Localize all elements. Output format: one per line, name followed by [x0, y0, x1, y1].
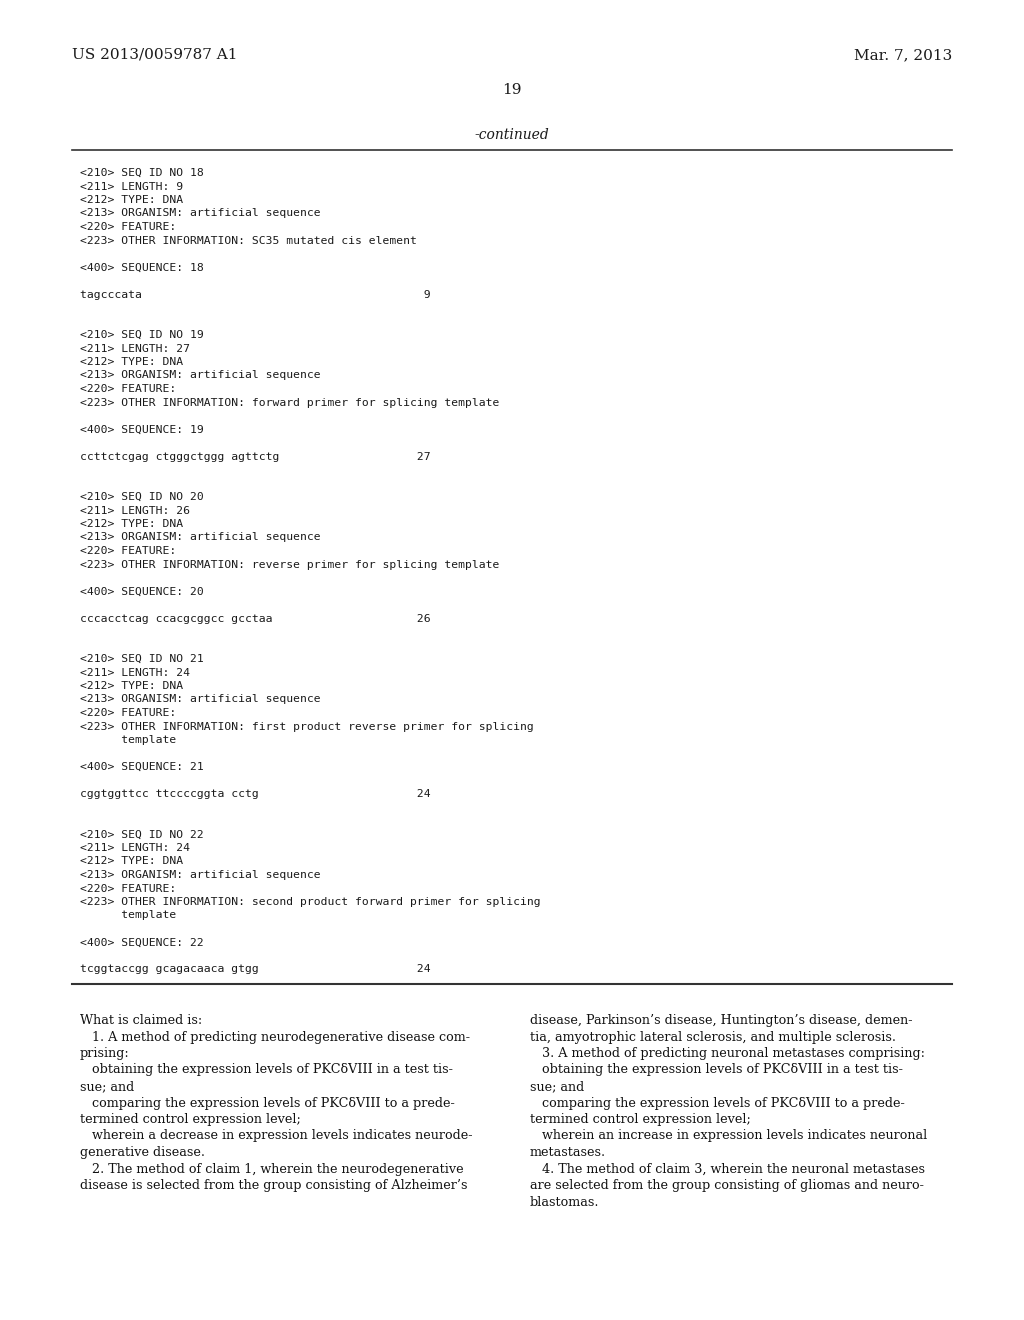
Text: tagcccata                                         9: tagcccata 9: [80, 289, 431, 300]
Text: 19: 19: [502, 83, 522, 96]
Text: <210> SEQ ID NO 19: <210> SEQ ID NO 19: [80, 330, 204, 341]
Text: <400> SEQUENCE: 21: <400> SEQUENCE: 21: [80, 762, 204, 772]
Text: <400> SEQUENCE: 20: <400> SEQUENCE: 20: [80, 586, 204, 597]
Text: <223> OTHER INFORMATION: SC35 mutated cis element: <223> OTHER INFORMATION: SC35 mutated ci…: [80, 235, 417, 246]
Text: termined control expression level;: termined control expression level;: [80, 1113, 301, 1126]
Text: 1. A method of predicting neurodegenerative disease com-: 1. A method of predicting neurodegenerat…: [80, 1031, 470, 1044]
Text: 3. A method of predicting neuronal metastases comprising:: 3. A method of predicting neuronal metas…: [530, 1047, 925, 1060]
Text: termined control expression level;: termined control expression level;: [530, 1113, 751, 1126]
Text: <211> LENGTH: 26: <211> LENGTH: 26: [80, 506, 190, 516]
Text: generative disease.: generative disease.: [80, 1146, 205, 1159]
Text: tia, amyotrophic lateral sclerosis, and multiple sclerosis.: tia, amyotrophic lateral sclerosis, and …: [530, 1031, 896, 1044]
Text: <213> ORGANISM: artificial sequence: <213> ORGANISM: artificial sequence: [80, 532, 321, 543]
Text: obtaining the expression levels of PKCδVIII in a test tis-: obtaining the expression levels of PKCδV…: [530, 1064, 903, 1077]
Text: <400> SEQUENCE: 18: <400> SEQUENCE: 18: [80, 263, 204, 272]
Text: <223> OTHER INFORMATION: second product forward primer for splicing: <223> OTHER INFORMATION: second product …: [80, 898, 541, 907]
Text: are selected from the group consisting of gliomas and neuro-: are selected from the group consisting o…: [530, 1179, 924, 1192]
Text: comparing the expression levels of PKCδVIII to a prede-: comparing the expression levels of PKCδV…: [530, 1097, 905, 1110]
Text: <211> LENGTH: 24: <211> LENGTH: 24: [80, 668, 190, 677]
Text: template: template: [80, 911, 176, 920]
Text: <220> FEATURE:: <220> FEATURE:: [80, 222, 176, 232]
Text: obtaining the expression levels of PKCδVIII in a test tis-: obtaining the expression levels of PKCδV…: [80, 1064, 453, 1077]
Text: Mar. 7, 2013: Mar. 7, 2013: [854, 48, 952, 62]
Text: 2. The method of claim 1, wherein the neurodegenerative: 2. The method of claim 1, wherein the ne…: [80, 1163, 464, 1176]
Text: <210> SEQ ID NO 21: <210> SEQ ID NO 21: [80, 653, 204, 664]
Text: <212> TYPE: DNA: <212> TYPE: DNA: [80, 681, 183, 690]
Text: tcggtaccgg gcagacaaca gtgg                       24: tcggtaccgg gcagacaaca gtgg 24: [80, 965, 431, 974]
Text: <210> SEQ ID NO 18: <210> SEQ ID NO 18: [80, 168, 204, 178]
Text: wherein an increase in expression levels indicates neuronal: wherein an increase in expression levels…: [530, 1130, 928, 1143]
Text: -continued: -continued: [475, 128, 549, 143]
Text: <211> LENGTH: 24: <211> LENGTH: 24: [80, 843, 190, 853]
Text: What is claimed is:: What is claimed is:: [80, 1014, 203, 1027]
Text: template: template: [80, 735, 176, 744]
Text: disease is selected from the group consisting of Alzheimer’s: disease is selected from the group consi…: [80, 1179, 468, 1192]
Text: <223> OTHER INFORMATION: first product reverse primer for splicing: <223> OTHER INFORMATION: first product r…: [80, 722, 534, 731]
Text: <212> TYPE: DNA: <212> TYPE: DNA: [80, 857, 183, 866]
Text: <220> FEATURE:: <220> FEATURE:: [80, 708, 176, 718]
Text: <213> ORGANISM: artificial sequence: <213> ORGANISM: artificial sequence: [80, 870, 321, 880]
Text: cccacctcag ccacgcggcc gcctaa                     26: cccacctcag ccacgcggcc gcctaa 26: [80, 614, 431, 623]
Text: ccttctcgag ctgggctggg agttctg                    27: ccttctcgag ctgggctggg agttctg 27: [80, 451, 431, 462]
Text: <400> SEQUENCE: 19: <400> SEQUENCE: 19: [80, 425, 204, 434]
Text: <220> FEATURE:: <220> FEATURE:: [80, 546, 176, 556]
Text: US 2013/0059787 A1: US 2013/0059787 A1: [72, 48, 238, 62]
Text: 4. The method of claim 3, wherein the neuronal metastases: 4. The method of claim 3, wherein the ne…: [530, 1163, 925, 1176]
Text: comparing the expression levels of PKCδVIII to a prede-: comparing the expression levels of PKCδV…: [80, 1097, 455, 1110]
Text: <213> ORGANISM: artificial sequence: <213> ORGANISM: artificial sequence: [80, 209, 321, 219]
Text: <220> FEATURE:: <220> FEATURE:: [80, 883, 176, 894]
Text: sue; and: sue; and: [80, 1080, 134, 1093]
Text: disease, Parkinson’s disease, Huntington’s disease, demen-: disease, Parkinson’s disease, Huntington…: [530, 1014, 912, 1027]
Text: blastomas.: blastomas.: [530, 1196, 599, 1209]
Text: wherein a decrease in expression levels indicates neurode-: wherein a decrease in expression levels …: [80, 1130, 472, 1143]
Text: <211> LENGTH: 9: <211> LENGTH: 9: [80, 181, 183, 191]
Text: <212> TYPE: DNA: <212> TYPE: DNA: [80, 356, 183, 367]
Text: <213> ORGANISM: artificial sequence: <213> ORGANISM: artificial sequence: [80, 694, 321, 705]
Text: <211> LENGTH: 27: <211> LENGTH: 27: [80, 343, 190, 354]
Text: sue; and: sue; and: [530, 1080, 585, 1093]
Text: <212> TYPE: DNA: <212> TYPE: DNA: [80, 195, 183, 205]
Text: <223> OTHER INFORMATION: reverse primer for splicing template: <223> OTHER INFORMATION: reverse primer …: [80, 560, 500, 569]
Text: <400> SEQUENCE: 22: <400> SEQUENCE: 22: [80, 937, 204, 948]
Text: <210> SEQ ID NO 20: <210> SEQ ID NO 20: [80, 492, 204, 502]
Text: <213> ORGANISM: artificial sequence: <213> ORGANISM: artificial sequence: [80, 371, 321, 380]
Text: <212> TYPE: DNA: <212> TYPE: DNA: [80, 519, 183, 529]
Text: <220> FEATURE:: <220> FEATURE:: [80, 384, 176, 393]
Text: <223> OTHER INFORMATION: forward primer for splicing template: <223> OTHER INFORMATION: forward primer …: [80, 397, 500, 408]
Text: prising:: prising:: [80, 1047, 130, 1060]
Text: <210> SEQ ID NO 22: <210> SEQ ID NO 22: [80, 829, 204, 840]
Text: cggtggttcc ttccccggta cctg                       24: cggtggttcc ttccccggta cctg 24: [80, 789, 431, 799]
Text: metastases.: metastases.: [530, 1146, 606, 1159]
